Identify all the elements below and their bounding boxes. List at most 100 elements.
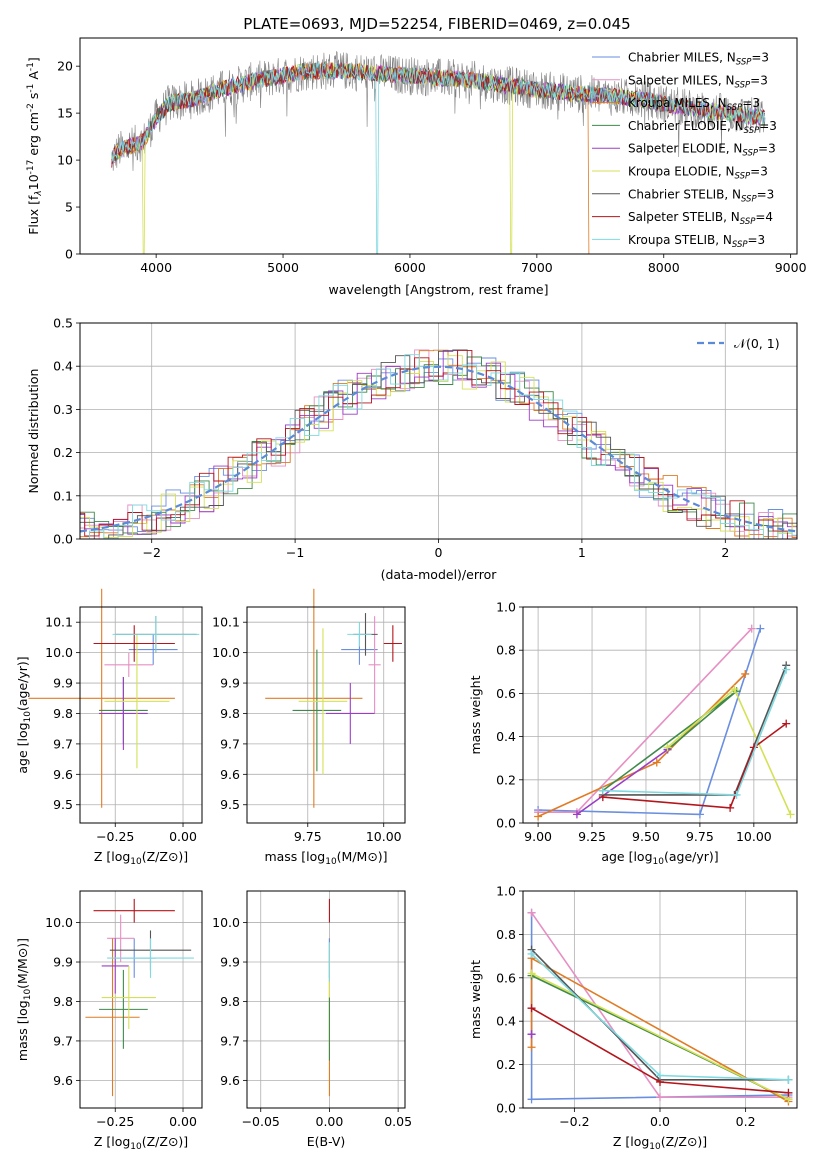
weight-vs-z-marker-salpeter-elodie bbox=[527, 1030, 536, 1039]
age-vs-mass-errorbar-kroupa-miles bbox=[265, 588, 363, 808]
age-vs-mass-ytick-label: 10.1 bbox=[212, 615, 240, 630]
weight-vs-z-marker-kroupa-stelib bbox=[656, 1071, 664, 1080]
spectrum-ytick-label: 20 bbox=[57, 59, 73, 74]
weight-vs-age-xtick-label: 9.00 bbox=[524, 829, 552, 844]
age-vs-mass-ytick-label: 9.6 bbox=[220, 767, 240, 782]
weight-vs-z-panel: −0.2 0.0 0.2 0.0 0.2 0.4 0.6 0.8 1.0 Z [log10(Z/Z… bbox=[468, 884, 798, 1152]
spectrum-xtick-label: 6000 bbox=[394, 260, 426, 275]
weight-vs-age-marker-kroupa-miles bbox=[741, 669, 750, 678]
weight-vs-z-marker-kroupa-stelib bbox=[527, 949, 536, 958]
weight-vs-z-ylabel: mass weight bbox=[468, 960, 483, 1039]
spectrum-ytick-label: 5 bbox=[65, 200, 73, 215]
legend-label-kroupa-stelib: Kroupa STELIB, NSSP=3 bbox=[628, 233, 765, 250]
spectrum-xtick-label: 9000 bbox=[775, 260, 807, 275]
weight-vs-age-line-salpeter-stelib bbox=[602, 722, 787, 809]
age-vs-mass-ytick-label: 10.0 bbox=[212, 645, 240, 660]
mass-vs-z-errorbar-salpeter-miles bbox=[107, 914, 135, 963]
mass-vs-z-ytick-label: 10.0 bbox=[45, 915, 73, 930]
age-vs-z-ytick-label: 9.5 bbox=[53, 797, 73, 812]
weight-vs-age-line-salpeter-elodie bbox=[576, 748, 669, 816]
weight-vs-age-ytick-label: 0.8 bbox=[496, 643, 516, 658]
spectrum-xtick-label: 4000 bbox=[140, 260, 172, 275]
residual-ytick-label: 0.3 bbox=[53, 402, 73, 417]
weight-vs-age-marker-kroupa-elodie bbox=[730, 685, 739, 694]
mass-vs-z-xlabel: Z [log10(Z/Z⊙)] bbox=[94, 1134, 188, 1152]
weight-vs-age-xtick-label: 9.50 bbox=[632, 829, 660, 844]
age-vs-z-ytick-label: 9.8 bbox=[53, 706, 73, 721]
weight-vs-age-marker-salpeter-miles bbox=[747, 624, 756, 633]
mass-vs-ebv-xtick-label: 0.00 bbox=[316, 1114, 344, 1129]
age-vs-z-panel: −0.25 0.00 9.5 9.6 9.7 9.8 9.9 10.0 10.1 Z [log10… bbox=[15, 588, 203, 867]
weight-vs-age-marker-kroupa-elodie bbox=[786, 810, 795, 819]
residual-frame bbox=[79, 322, 798, 540]
weight-vs-z-frame bbox=[522, 890, 798, 1109]
spectrum-frame bbox=[79, 37, 798, 255]
spectrum-series-kroupa-stelib bbox=[111, 62, 765, 255]
weight-vs-age-ytick-label: 1.0 bbox=[496, 600, 516, 615]
mass-vs-z-frame bbox=[79, 890, 203, 1109]
legend-label-normal: 𝒩(0, 1) bbox=[734, 336, 780, 351]
weight-vs-z-ytick-label: 0.8 bbox=[496, 927, 516, 942]
weight-vs-age-line-salpeter-miles bbox=[538, 628, 753, 814]
mass-vs-z-errorbar-kroupa-elodie bbox=[101, 965, 156, 1030]
mass-vs-ebv-ytick-label: 9.8 bbox=[220, 994, 240, 1009]
mass-vs-ebv-xtick-label: −0.05 bbox=[242, 1114, 280, 1129]
weight-vs-age-marker-kroupa-miles bbox=[534, 812, 543, 821]
weight-vs-age-ytick-label: 0.2 bbox=[496, 772, 516, 787]
mass-vs-z-errorbar-salpeter-stelib bbox=[93, 898, 175, 923]
weight-vs-z-marker-chabrier-miles bbox=[527, 1095, 536, 1104]
weight-vs-age-marker-kroupa-miles bbox=[652, 758, 661, 767]
age-vs-mass-plot-area bbox=[265, 588, 402, 808]
mass-vs-z-ytick-label: 9.8 bbox=[53, 994, 73, 1009]
age-vs-z-ylabel: age [log10(age/yr)] bbox=[15, 656, 33, 773]
spectrum-ylabel: Flux [fλ10-17 erg cm-2 s-1 A-1] bbox=[26, 57, 44, 235]
weight-vs-z-marker-kroupa-stelib bbox=[784, 1075, 793, 1084]
figure-title: PLATE=0693, MJD=52254, FIBERID=0469, z=0… bbox=[243, 15, 630, 33]
mass-vs-z-panel: −0.25 0.00 9.6 9.7 9.8 9.9 10.0 Z [log10(Z/Z⊙)]… bbox=[15, 890, 203, 1152]
age-vs-mass-ytick-label: 9.5 bbox=[220, 797, 240, 812]
mass-vs-ebv-panel: −0.05 0.00 0.05 9.6 9.7 9.8 9.9 10.0 E(B-V) bbox=[212, 890, 412, 1149]
age-vs-z-frame bbox=[79, 606, 203, 824]
spectrum-xlabel: wavelength [Angstrom, rest frame] bbox=[328, 282, 548, 297]
residual-plot-area bbox=[79, 349, 798, 540]
spectrum-series-salpeter-stelib bbox=[111, 62, 765, 168]
age-vs-z-xtick-label: −0.25 bbox=[96, 829, 134, 844]
age-vs-mass-errorbar-chabrier-elodie bbox=[292, 649, 342, 772]
weight-vs-age-xlabel: age [log10(age/yr)] bbox=[601, 849, 718, 867]
legend-label-chabrier-stelib: Chabrier STELIB, NSSP=3 bbox=[628, 187, 774, 204]
age-vs-mass-panel: 9.75 10.00 9.5 9.6 9.7 9.8 9.9 10.0 10.1 mass [lo… bbox=[212, 588, 406, 867]
residual-hist-kroupa-elodie bbox=[80, 355, 797, 540]
weight-vs-age-marker-salpeter-elodie bbox=[572, 810, 581, 819]
weight-vs-z-xtick-label: 0.2 bbox=[736, 1114, 756, 1129]
age-vs-z-xlabel: Z [log10(Z/Z⊙)] bbox=[94, 849, 188, 867]
weight-vs-z-ytick-label: 1.0 bbox=[496, 884, 516, 899]
weight-vs-z-xlabel: Z [log10(Z/Z⊙)] bbox=[613, 1134, 707, 1152]
residual-ytick-label: 0.4 bbox=[53, 359, 73, 374]
weight-vs-z-ytick-label: 0.4 bbox=[496, 1014, 516, 1029]
weight-vs-age-frame bbox=[522, 606, 798, 824]
mass-vs-ebv-frame bbox=[246, 890, 406, 1109]
weight-vs-age-line-chabrier-elodie bbox=[602, 690, 738, 792]
residual-ytick-label: 0.2 bbox=[53, 445, 73, 460]
mass-vs-z-errorbar-salpeter-elodie bbox=[101, 938, 129, 994]
residual-ytick-label: 0.5 bbox=[53, 316, 73, 331]
mass-vs-z-ytick-label: 9.6 bbox=[53, 1073, 73, 1088]
mass-vs-z-errorbar-kroupa-miles bbox=[85, 938, 140, 1097]
weight-vs-z-ytick-label: 0.2 bbox=[496, 1057, 516, 1072]
weight-vs-z-marker-salpeter-stelib bbox=[527, 1004, 536, 1013]
weight-vs-z-ytick-label: 0.0 bbox=[496, 1101, 516, 1116]
weight-vs-age-line-chabrier-miles bbox=[538, 628, 762, 816]
legend-label-kroupa-elodie: Kroupa ELODIE, NSSP=3 bbox=[628, 165, 768, 182]
weight-vs-z-xtick-label: 0.0 bbox=[650, 1114, 670, 1129]
residual-ylabel: Normed distribution bbox=[26, 369, 41, 494]
weight-vs-age-marker-salpeter-stelib bbox=[782, 719, 791, 728]
age-vs-z-errorbar-salpeter-miles bbox=[104, 652, 154, 677]
weight-vs-z-plot-area bbox=[527, 908, 793, 1106]
age-vs-z-ytick-label: 9.7 bbox=[53, 736, 73, 751]
residual-panel: −2 −1 0 1 2 0.0 0.1 0.2 0.3 0.4 0.5 𝒩(0, 1) (data-mo… bbox=[26, 316, 798, 582]
mass-vs-z-ytick-label: 9.7 bbox=[53, 1033, 73, 1048]
mass-vs-ebv-ytick-label: 9.9 bbox=[220, 955, 240, 970]
legend-label-chabrier-elodie: Chabrier ELODIE, NSSP=3 bbox=[628, 119, 777, 136]
mass-vs-ebv-xtick-label: 0.05 bbox=[384, 1114, 412, 1129]
